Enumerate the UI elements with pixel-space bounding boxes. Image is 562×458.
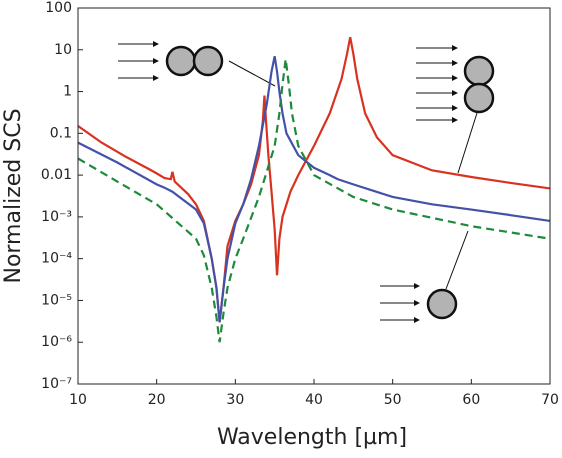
x-tick-label: 20 bbox=[148, 392, 166, 408]
x-tick-label: 60 bbox=[462, 392, 480, 408]
diagram-pair-horizontal bbox=[118, 41, 276, 87]
y-axis-label: Normalized SCS bbox=[1, 108, 26, 283]
series-line bbox=[77, 58, 551, 343]
y-tick-label: 0.01 bbox=[41, 167, 72, 183]
x-tick-label: 70 bbox=[541, 392, 559, 408]
x-tick-label: 10 bbox=[69, 392, 87, 408]
series-line bbox=[77, 56, 551, 323]
y-tick-label: 10⁻⁵ bbox=[41, 292, 72, 308]
x-axis-label: Wavelength [µm] bbox=[217, 425, 407, 450]
x-tick-label: 40 bbox=[305, 392, 323, 408]
y-tick-label: 1 bbox=[63, 84, 72, 100]
y-tick-label: 0.1 bbox=[50, 125, 72, 141]
x-tick-label: 50 bbox=[384, 392, 402, 408]
plot-frame bbox=[77, 7, 551, 385]
y-tick-label: 10 bbox=[54, 42, 72, 58]
y-tick-label: 10⁻⁴ bbox=[41, 251, 72, 267]
diagram-pair-vertical bbox=[416, 45, 495, 174]
x-tick-label: 30 bbox=[226, 392, 244, 408]
y-tick-label: 10⁻³ bbox=[41, 209, 72, 225]
y-tick-label: 100 bbox=[45, 0, 72, 16]
diagram-single bbox=[380, 230, 469, 323]
y-tick-label: 10⁻⁶ bbox=[41, 334, 72, 350]
y-tick-label: 10⁻⁷ bbox=[41, 376, 72, 392]
